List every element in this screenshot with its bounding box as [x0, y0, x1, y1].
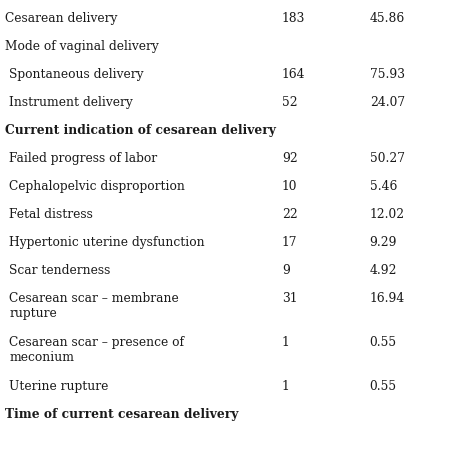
Text: 9.29: 9.29: [370, 236, 397, 249]
Text: 0.55: 0.55: [370, 380, 397, 393]
Text: 12.02: 12.02: [370, 208, 405, 221]
Text: Spontaneous delivery: Spontaneous delivery: [9, 68, 144, 81]
Text: Cesarean scar – membrane
rupture: Cesarean scar – membrane rupture: [9, 292, 179, 320]
Text: Hypertonic uterine dysfunction: Hypertonic uterine dysfunction: [9, 236, 205, 249]
Text: 0.55: 0.55: [370, 336, 397, 349]
Text: Failed progress of labor: Failed progress of labor: [9, 152, 157, 165]
Text: Current indication of cesarean delivery: Current indication of cesarean delivery: [5, 124, 275, 137]
Text: 75.93: 75.93: [370, 68, 405, 81]
Text: 183: 183: [282, 12, 305, 25]
Text: Cesarean delivery: Cesarean delivery: [5, 12, 117, 25]
Text: 22: 22: [282, 208, 298, 221]
Text: Mode of vaginal delivery: Mode of vaginal delivery: [5, 40, 158, 53]
Text: Time of current cesarean delivery: Time of current cesarean delivery: [5, 408, 238, 421]
Text: Scar tenderness: Scar tenderness: [9, 264, 111, 277]
Text: 50.27: 50.27: [370, 152, 405, 165]
Text: Instrument delivery: Instrument delivery: [9, 96, 133, 109]
Text: 1: 1: [282, 336, 290, 349]
Text: 92: 92: [282, 152, 298, 165]
Text: 5.46: 5.46: [370, 180, 397, 193]
Text: Uterine rupture: Uterine rupture: [9, 380, 109, 393]
Text: 1: 1: [282, 380, 290, 393]
Text: 24.07: 24.07: [370, 96, 405, 109]
Text: Cesarean scar – presence of
meconium: Cesarean scar – presence of meconium: [9, 336, 184, 364]
Text: 164: 164: [282, 68, 306, 81]
Text: 31: 31: [282, 292, 298, 305]
Text: 16.94: 16.94: [370, 292, 405, 305]
Text: 4.92: 4.92: [370, 264, 397, 277]
Text: Cephalopelvic disproportion: Cephalopelvic disproportion: [9, 180, 185, 193]
Text: 52: 52: [282, 96, 298, 109]
Text: 45.86: 45.86: [370, 12, 405, 25]
Text: 17: 17: [282, 236, 298, 249]
Text: 9: 9: [282, 264, 290, 277]
Text: Fetal distress: Fetal distress: [9, 208, 93, 221]
Text: 10: 10: [282, 180, 298, 193]
